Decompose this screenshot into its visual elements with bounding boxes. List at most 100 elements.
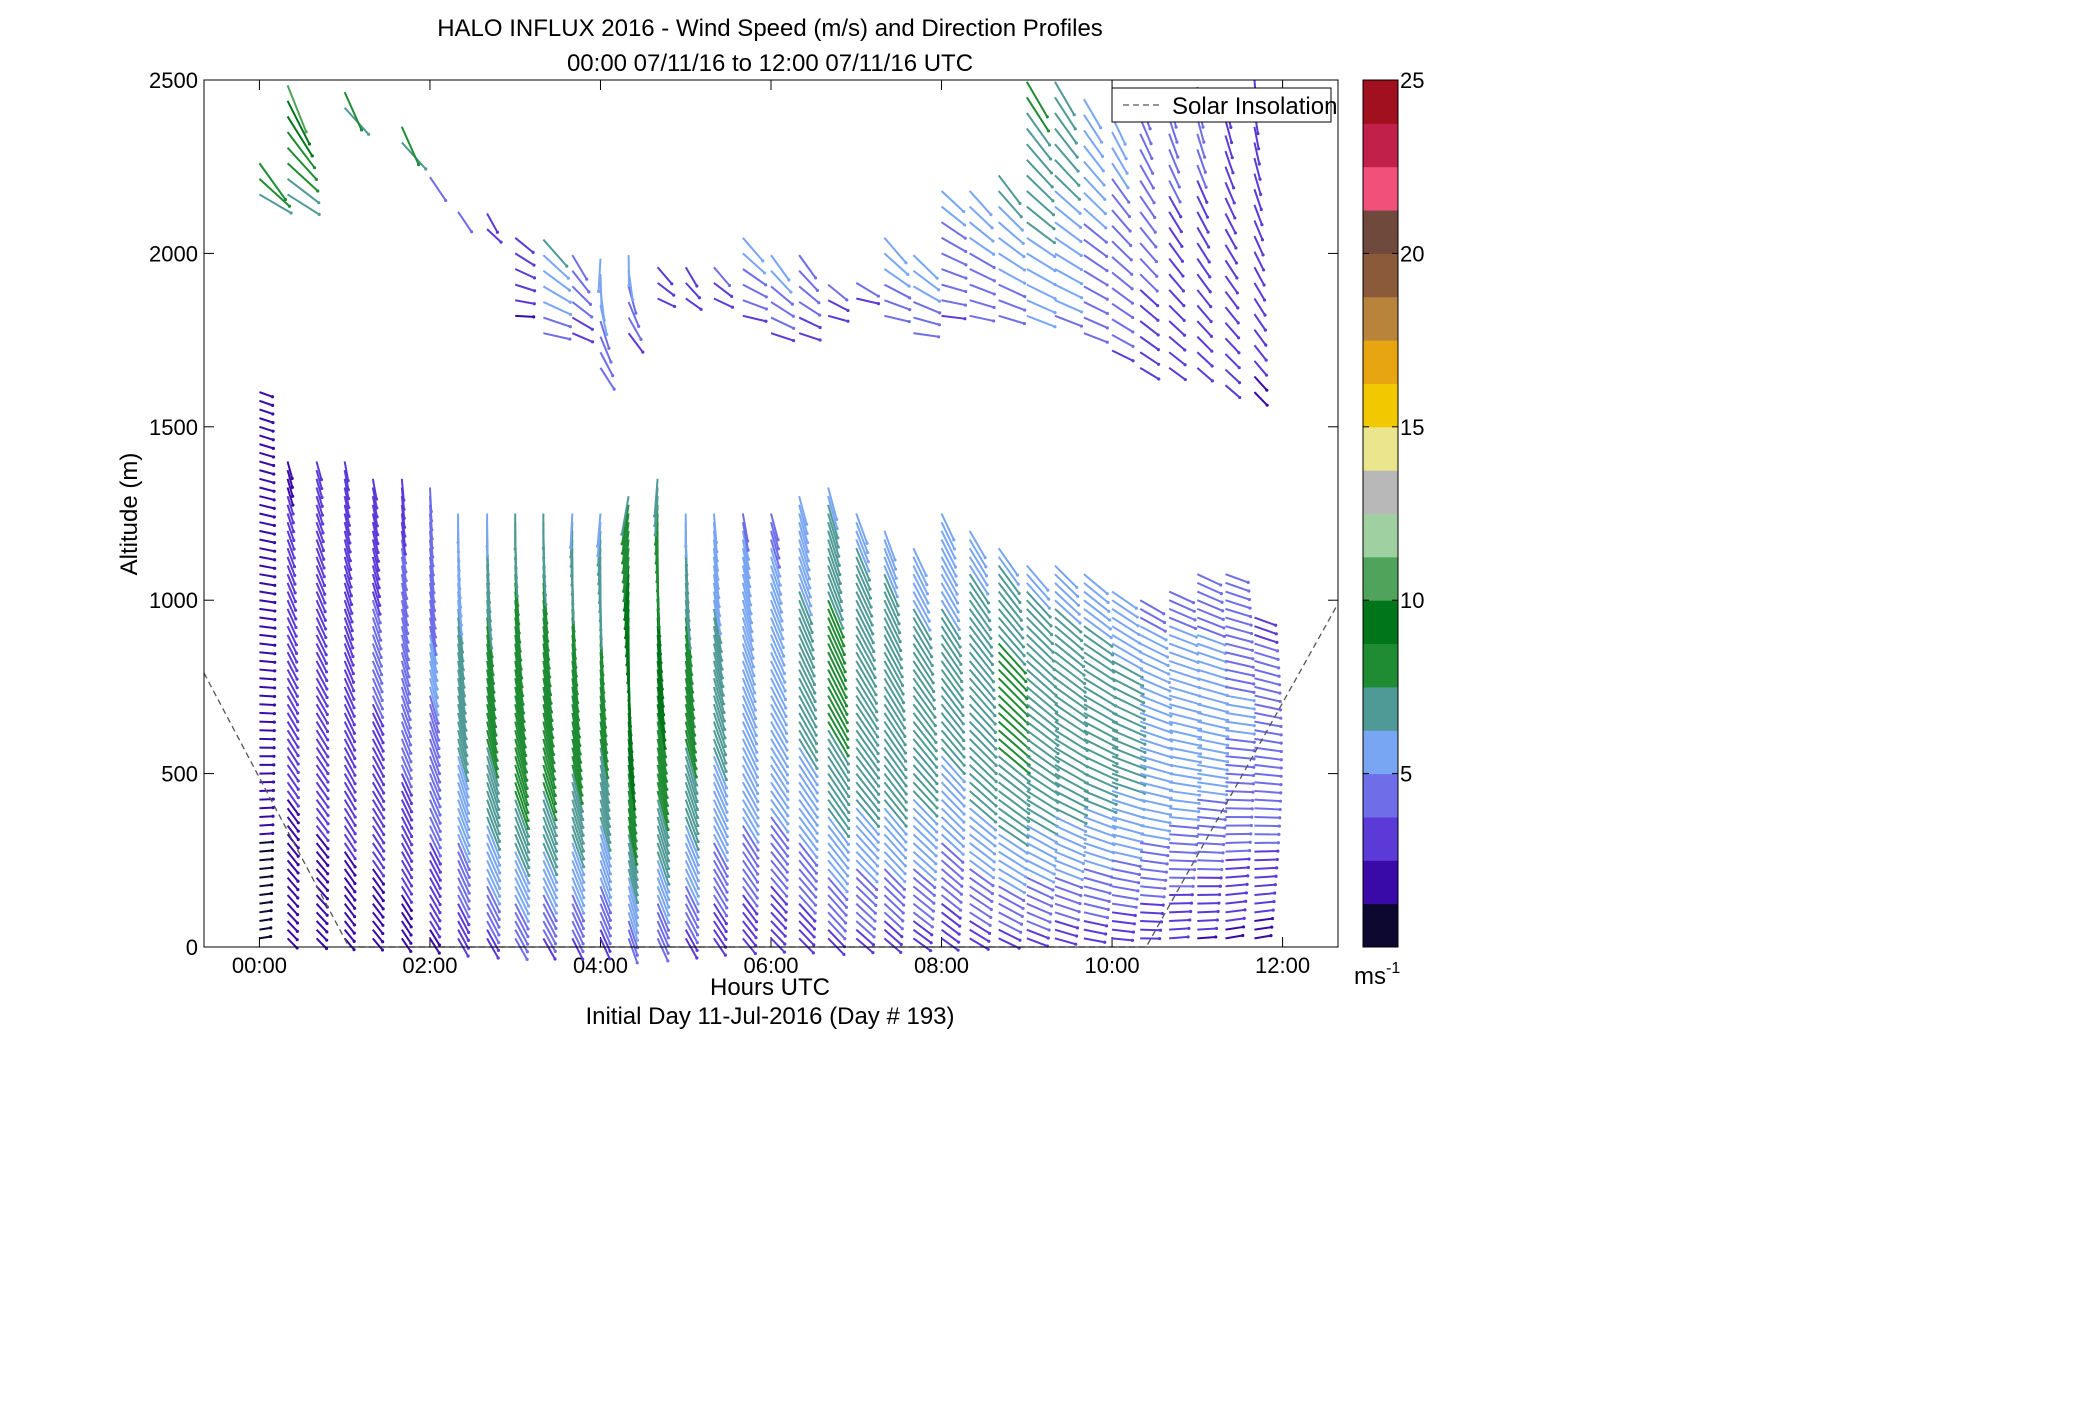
wind-vector-head bbox=[844, 905, 849, 909]
wind-vector-head bbox=[381, 923, 385, 927]
wind-vector-head bbox=[876, 856, 880, 860]
wind-vector bbox=[286, 461, 294, 479]
wind-vector-head bbox=[518, 640, 522, 644]
wind-vector-head bbox=[806, 550, 810, 554]
wind-vector bbox=[400, 868, 413, 887]
wind-vector bbox=[998, 928, 1021, 942]
wind-vector bbox=[1026, 236, 1056, 258]
wind-vector-head bbox=[295, 668, 299, 673]
wind-vector-head bbox=[565, 264, 569, 268]
wind-vector-head bbox=[1021, 906, 1025, 911]
wind-vector bbox=[741, 651, 756, 685]
wind-vector-head bbox=[408, 717, 412, 722]
wind-vector-head bbox=[296, 904, 300, 908]
wind-vector bbox=[1168, 133, 1179, 158]
wind-vector-head bbox=[605, 767, 609, 772]
wind-vector bbox=[998, 833, 1028, 854]
wind-vector-head bbox=[666, 851, 671, 855]
wind-vector-head bbox=[1232, 186, 1236, 190]
wind-vector bbox=[1225, 798, 1253, 802]
wind-vector-head bbox=[582, 865, 586, 869]
wind-vector-head bbox=[993, 836, 997, 840]
wind-vector-head bbox=[1027, 795, 1031, 799]
wind-vector-head bbox=[438, 911, 442, 915]
wind-vector bbox=[571, 773, 584, 812]
wind-vector bbox=[1054, 790, 1088, 809]
wind-vector bbox=[969, 824, 996, 847]
wind-vector-head bbox=[1250, 648, 1255, 653]
wind-vector bbox=[1225, 642, 1253, 652]
wind-vector-head bbox=[1183, 363, 1187, 367]
wind-vector bbox=[514, 851, 530, 884]
wind-vector bbox=[1197, 720, 1228, 730]
wind-vector bbox=[1169, 918, 1190, 922]
wind-vector bbox=[371, 521, 379, 544]
wind-vector bbox=[514, 816, 530, 853]
wind-vector-head bbox=[295, 929, 299, 933]
wind-vector bbox=[514, 937, 528, 960]
wind-vector-head bbox=[846, 308, 850, 313]
wind-vector bbox=[940, 651, 963, 683]
svg-text:ms-1: ms-1 bbox=[1354, 960, 1400, 990]
wind-vector-head bbox=[747, 566, 751, 571]
wind-vector bbox=[1254, 815, 1280, 819]
wind-vector bbox=[343, 521, 351, 544]
wind-vector bbox=[1196, 335, 1213, 352]
wind-vector bbox=[940, 660, 963, 691]
wind-vector bbox=[571, 894, 585, 922]
wind-vector-head bbox=[1251, 657, 1255, 661]
wind-vector bbox=[514, 773, 529, 813]
wind-vector bbox=[259, 875, 272, 879]
wind-vector-head bbox=[464, 737, 468, 741]
wind-vector bbox=[883, 747, 907, 779]
wind-vector-head bbox=[785, 886, 789, 890]
wind-vector-head bbox=[635, 961, 639, 965]
wind-vector bbox=[912, 885, 935, 904]
wind-vector-head bbox=[555, 880, 559, 884]
wind-vector-head bbox=[721, 693, 725, 697]
wind-vector-head bbox=[1079, 324, 1084, 328]
wind-vector bbox=[1196, 590, 1223, 604]
wind-vector bbox=[315, 773, 329, 791]
wind-vector bbox=[343, 686, 355, 709]
wind-vector-head bbox=[1198, 744, 1203, 748]
wind-vector bbox=[684, 859, 700, 889]
wind-vector bbox=[1111, 772, 1146, 787]
wind-vector-head bbox=[272, 720, 276, 724]
wind-vector-head bbox=[961, 722, 965, 726]
wind-vector bbox=[457, 894, 470, 918]
wind-vector bbox=[1254, 866, 1277, 870]
wind-vector bbox=[1196, 320, 1213, 338]
wind-vector bbox=[997, 694, 1029, 725]
wind-vector bbox=[969, 902, 992, 919]
wind-vector bbox=[1225, 607, 1251, 618]
wind-vector bbox=[457, 755, 469, 790]
wind-vector bbox=[798, 573, 812, 607]
wind-vector bbox=[315, 539, 325, 560]
wind-vector-head bbox=[1176, 170, 1181, 174]
wind-vector bbox=[997, 712, 1030, 742]
wind-vector-head bbox=[899, 942, 903, 947]
wind-vector bbox=[713, 920, 727, 940]
colorbar-segment bbox=[1363, 210, 1398, 254]
wind-vector-head bbox=[272, 746, 276, 750]
wind-vector-head bbox=[753, 708, 757, 712]
wind-vector bbox=[940, 686, 964, 717]
wind-vector bbox=[770, 521, 780, 550]
wind-vector bbox=[827, 729, 850, 765]
wind-vector-head bbox=[715, 550, 719, 554]
wind-vector bbox=[827, 634, 846, 673]
wind-vector-head bbox=[326, 738, 330, 742]
wind-vector bbox=[1083, 668, 1116, 690]
wind-vector-head bbox=[296, 796, 300, 800]
wind-vector-head bbox=[437, 746, 441, 751]
wind-vector bbox=[286, 773, 300, 790]
wind-vector-head bbox=[783, 680, 787, 684]
wind-vector bbox=[855, 868, 878, 891]
wind-vector-head bbox=[873, 911, 878, 915]
wind-vector bbox=[259, 425, 274, 433]
wind-vector-head bbox=[1225, 768, 1229, 772]
wind-vector bbox=[400, 721, 412, 746]
wind-vector-head bbox=[403, 561, 408, 565]
wind-vector bbox=[798, 695, 817, 728]
